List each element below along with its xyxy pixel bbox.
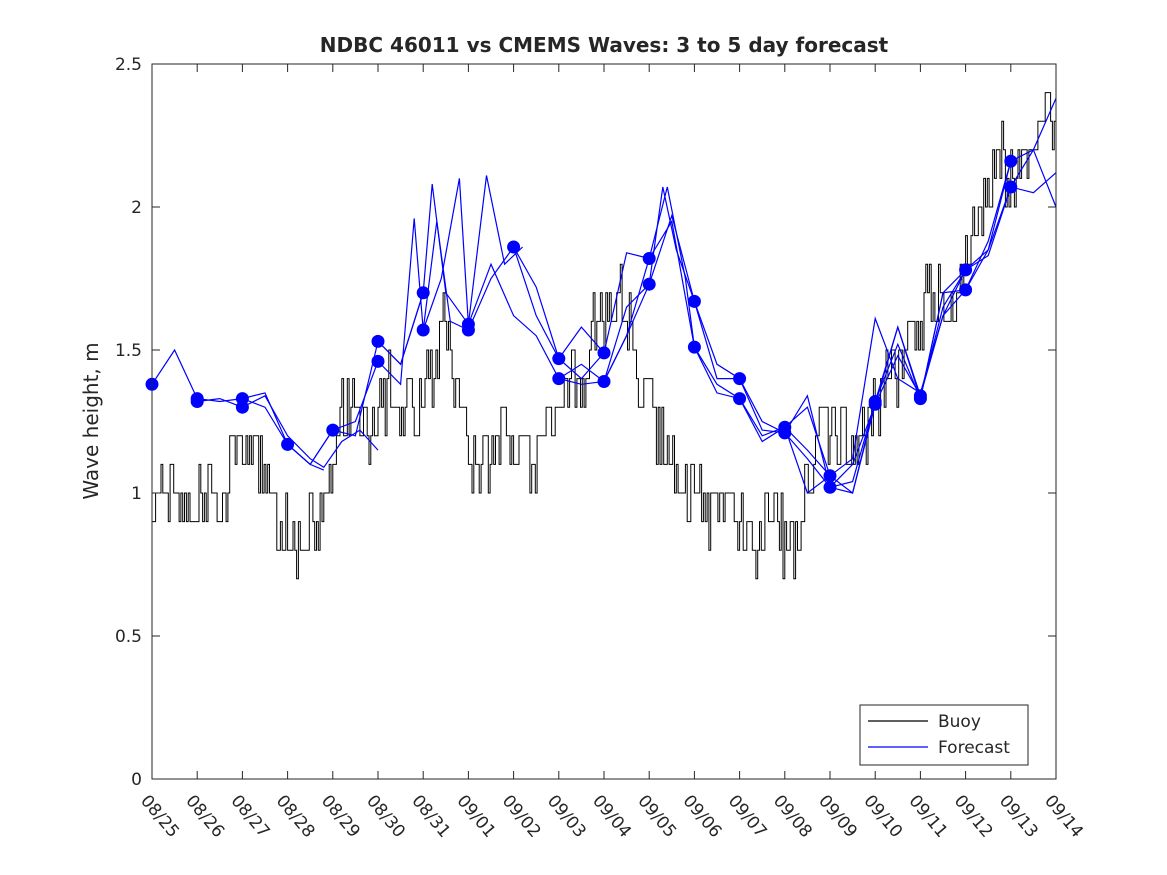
y-axis-label: Wave height, m [79, 342, 103, 499]
y-tick-label: 0 [131, 770, 142, 790]
forecast-marker [733, 392, 747, 406]
forecast-run-line-6 [422, 221, 605, 360]
forecast-run-line-4 [287, 178, 469, 466]
forecast-marker [552, 352, 566, 366]
forecast-run-line-14 [784, 161, 1012, 477]
forecast-marker [461, 317, 475, 331]
forecast-marker [371, 354, 385, 368]
y-tick-label: 1.5 [115, 341, 142, 361]
forecast-marker [823, 469, 837, 483]
forecast-marker [416, 286, 430, 300]
forecast-marker [597, 346, 611, 360]
forecast-marker [959, 263, 973, 277]
forecast-run-line-9 [558, 186, 740, 385]
legend-box [859, 704, 1029, 766]
chart-title: NDBC 46011 vs CMEMS Waves: 3 to 5 day fo… [320, 33, 889, 57]
forecast-run-line-15 [829, 98, 1057, 488]
forecast-run-line-2 [197, 395, 379, 469]
forecast-marker [281, 437, 295, 451]
legend-forecast-label: Forecast [938, 738, 1010, 758]
forecast-marker [597, 375, 611, 388]
forecast-marker [733, 372, 747, 386]
y-tick-label: 1 [131, 484, 142, 504]
forecast-marker [1004, 180, 1018, 194]
y-tick-label: 2 [131, 198, 142, 218]
forecast-run-line-11 [648, 213, 876, 488]
forecast-marker [642, 252, 656, 265]
forecast-marker [416, 323, 430, 337]
forecast-marker [326, 423, 340, 437]
forecast-run-line-17 [919, 172, 1057, 396]
forecast-marker [235, 392, 249, 406]
data-layer [145, 92, 1057, 580]
legend: Buoy Forecast [859, 704, 1029, 766]
forecast-run-line-10 [603, 219, 831, 494]
y-tick-label: 0.5 [115, 627, 142, 647]
forecast-marker [823, 480, 837, 494]
forecast-marker [913, 389, 927, 403]
forecast-marker [190, 392, 204, 406]
forecast-marker [1004, 154, 1018, 168]
forecast-marker [687, 294, 701, 308]
forecast-marker [552, 372, 566, 386]
forecast-marker [778, 420, 792, 434]
forecast-run-line-12 [693, 346, 921, 495]
plot-area [152, 64, 1056, 779]
forecast-marker [642, 277, 656, 291]
y-tick-label: 2.5 [115, 55, 142, 75]
forecast-marker [868, 395, 882, 408]
forecast-marker [507, 240, 521, 254]
forecast-marker [371, 334, 385, 348]
forecast-marker [959, 283, 973, 297]
forecast-marker [687, 340, 701, 354]
legend-buoy-label: Buoy [938, 712, 981, 732]
forecast-run-line-5 [377, 175, 524, 366]
